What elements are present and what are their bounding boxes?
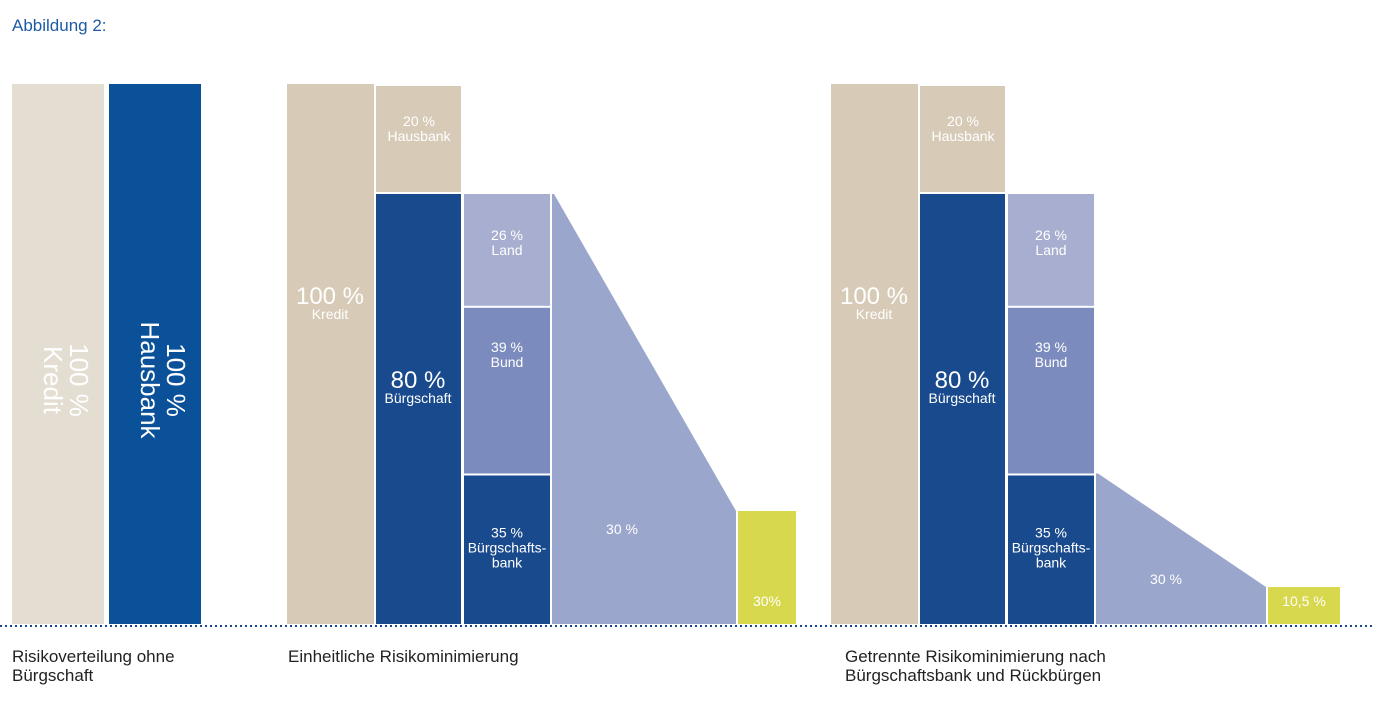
p3-label-buergschaft-line: 80 % — [935, 367, 990, 394]
caption-line: Getrennte Risikominimierung nach — [845, 647, 1106, 666]
p2-bar-buergschaft — [376, 194, 461, 624]
p2-label-buergschaftsbank-line: Bürgschafts- — [468, 540, 547, 556]
p3-label-land-line: 26 % — [1035, 227, 1067, 243]
p2-label-result-line: 30% — [753, 593, 781, 609]
p2-label-bund: 39 % Bund — [491, 339, 524, 370]
p3-label-bund-line: Bund — [1035, 354, 1068, 370]
p2-label-kredit: 100 % Kredit — [296, 283, 364, 322]
p3-bar-buergschaft — [920, 194, 1005, 624]
p2-seg-land — [464, 194, 550, 306]
p3-label-result: 10,5 % — [1282, 593, 1326, 609]
bar-hausbank — [109, 84, 201, 624]
p2-label-buergschaftsbank-line: 35 % — [491, 525, 523, 541]
p3-bar-result — [1268, 587, 1340, 624]
p3-label-hausbank: 20 % Hausbank — [931, 113, 995, 144]
p3-label-buergschaft-line: Bürgschaft — [929, 390, 996, 406]
p3-label-kredit-line: 100 % — [840, 283, 908, 310]
p2-seg-buergschaftsbank — [464, 475, 550, 624]
bar-kredit — [12, 84, 104, 624]
p3-bar-kredit — [831, 84, 918, 624]
p2-label-land-line: 26 % — [491, 227, 523, 243]
p2-bar-hausbank — [376, 86, 461, 192]
p3-seg-land — [1008, 194, 1094, 306]
p3-label-buergschaftsbank-line: 35 % — [1035, 525, 1067, 541]
p3-label-land-line: Land — [1035, 242, 1066, 258]
p3-label-buergschaftsbank-line: Bürgschafts- — [1012, 540, 1091, 556]
figure-title: Abbildung 2: — [12, 16, 107, 35]
label-kredit: 100 %Kredit — [38, 343, 94, 417]
caption-line: Bürgschaft — [12, 666, 94, 685]
p2-label-kredit-line: Kredit — [312, 306, 349, 322]
label-kredit-line: Kredit — [38, 346, 68, 415]
caption-panel-3: Getrennte Risikominimierung nach Bürgsch… — [845, 647, 1106, 685]
p3-reduction-shape — [1096, 473, 1266, 624]
caption-line: Einheitliche Risikominimierung — [288, 647, 519, 666]
p2-label-buergschaft-line: Bürgschaft — [385, 390, 452, 406]
p2-label-land: 26 % Land — [491, 227, 523, 258]
p2-label-hausbank: 20 % Hausbank — [387, 113, 451, 144]
p2-bar-kredit — [287, 84, 374, 624]
label-hausbank: 100 %Hausbank — [135, 321, 191, 439]
p3-label-buergschaft: 80 % Bürgschaft — [929, 367, 996, 406]
p2-label-reduction: 30 % — [606, 521, 638, 537]
p3-seg-bund — [1008, 307, 1094, 474]
caption-line: Risikoverteilung ohne — [12, 647, 175, 666]
label-hausbank-line: Hausbank — [135, 321, 165, 439]
p3-label-kredit-line: Kredit — [856, 306, 893, 322]
p3-label-buergschaftsbank: 35 % Bürgschafts-bank — [1012, 525, 1091, 571]
p2-label-buergschaft-line: 80 % — [391, 367, 446, 394]
p3-bar-hausbank — [920, 86, 1005, 192]
p2-seg-bund — [464, 307, 550, 474]
p2-label-hausbank-line: 20 % — [403, 113, 435, 129]
p2-label-bund-line: 39 % — [491, 339, 523, 355]
caption-panel-1: Risikoverteilung ohne Bürgschaft — [12, 647, 175, 685]
p3-label-hausbank-line: 20 % — [947, 113, 979, 129]
p3-label-reduction-line: 30 % — [1150, 571, 1182, 587]
p2-label-bund-line: Bund — [491, 354, 524, 370]
caption-line: Bürgschaftsbank und Rückbürgen — [845, 666, 1102, 685]
p3-label-reduction: 30 % — [1150, 571, 1182, 587]
p3-label-bund-line: 39 % — [1035, 339, 1067, 355]
caption-panel-2: Einheitliche Risikominimierung — [288, 647, 519, 666]
p3-label-kredit: 100 % Kredit — [840, 283, 908, 322]
label-kredit-line: 100 % — [64, 343, 94, 417]
p3-label-result-line: 10,5 % — [1282, 593, 1326, 609]
p2-reduction-shape — [552, 194, 736, 624]
p2-label-result: 30% — [753, 593, 781, 609]
p2-label-hausbank-line: Hausbank — [387, 128, 451, 144]
p2-bar-result — [738, 511, 796, 624]
p2-label-buergschaftsbank: 35 % Bürgschafts-bank — [468, 525, 547, 571]
p2-label-land-line: Land — [491, 242, 522, 258]
p3-label-bund: 39 % Bund — [1035, 339, 1068, 370]
label-hausbank-line: 100 % — [161, 343, 191, 417]
p2-label-buergschaftsbank-line: bank — [492, 555, 523, 571]
p2-label-kredit-line: 100 % — [296, 283, 364, 310]
p3-label-land: 26 % Land — [1035, 227, 1067, 258]
p2-label-buergschaft: 80 % Bürgschaft — [385, 367, 452, 406]
p3-seg-buergschaftsbank — [1008, 475, 1094, 624]
p2-label-reduction-line: 30 % — [606, 521, 638, 537]
p3-label-buergschaftsbank-line: bank — [1036, 555, 1067, 571]
p3-label-hausbank-line: Hausbank — [931, 128, 995, 144]
